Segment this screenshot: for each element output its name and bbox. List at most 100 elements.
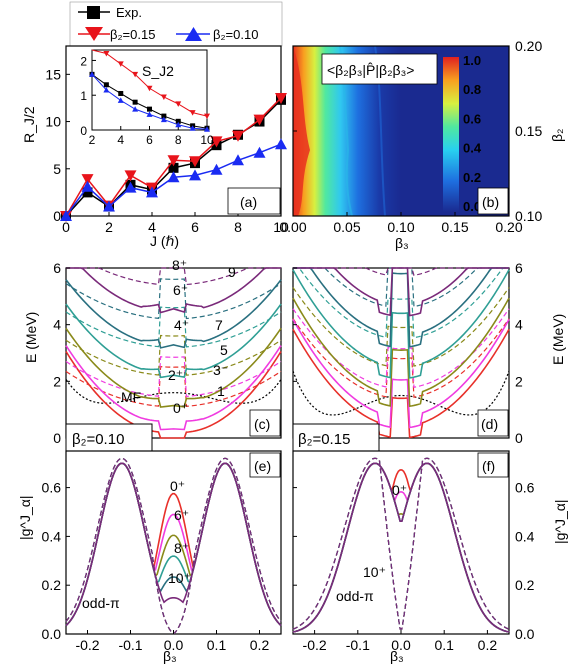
inset-point-b015 (103, 50, 110, 57)
energy-curve-odd-6 (65, 306, 282, 348)
panel-c: 0 2 4 6 E (MeV) 0⁺ 2⁺ 4⁺ 6⁺ 8⁺ 1 3⁻ 5 7 9 MF (c) β₂=0… (23, 257, 282, 452)
energy-curve-odd-4 (65, 334, 282, 376)
y-tick-label: 0 (80, 124, 87, 138)
inset-point-b010 (103, 87, 110, 93)
panel-a-tag: (a) (240, 194, 257, 210)
y-tick-label: 1 (80, 89, 87, 103)
legend-marker-b015 (85, 27, 103, 41)
point-b015 (232, 130, 244, 142)
panel-f-xlabel: β₃ (390, 648, 404, 664)
x-tick-label: 0 (62, 219, 70, 235)
panel-c-beta2: β₂=0.10 (72, 431, 124, 448)
inset-point-b015 (132, 71, 139, 78)
x-tick-label: 2 (89, 133, 96, 147)
panel-a-series (60, 92, 287, 222)
y-tick-label: 0.10 (515, 208, 542, 224)
energy-curve-2 (292, 318, 510, 429)
point-b015 (124, 170, 137, 182)
point-b010 (103, 200, 115, 212)
panel-f-curves (292, 457, 510, 633)
energy-curve-odd-8 (65, 278, 282, 320)
colorbar-tick-label: 0.2 (463, 170, 481, 185)
panel-f-axes: -0.2 -0.1 0.0 0.1 0.2 0.0 0.2 0.4 0.6 (293, 480, 535, 653)
panel-e-state-labels: 0⁺ 6⁺ 8⁺ 10⁺ odd-π (82, 478, 191, 611)
point-b010 (275, 138, 287, 150)
point-exp (168, 162, 179, 173)
x-tick-label: 0.0 (164, 637, 184, 653)
inset-point-b010 (175, 121, 182, 128)
x-tick-label: 0.15 (441, 219, 468, 235)
state-label: 8⁺ (174, 540, 189, 556)
panel-e-ylabel: |g^J_α| (17, 495, 33, 540)
x-tick-label: 0.20 (495, 219, 522, 235)
x-tick-label: 6 (146, 133, 153, 147)
mean-field-curve (292, 370, 510, 416)
energy-curve-odd-6 (293, 267, 509, 339)
inset-point-b015 (189, 110, 196, 116)
x-tick-label: -0.1 (346, 637, 370, 653)
y-tick-label: 5 (53, 161, 61, 177)
y-tick-label: 10 (45, 114, 61, 130)
inset-point-b010 (89, 71, 95, 77)
y-tick-label: 15 (45, 66, 61, 82)
state-label: 0⁺ (392, 482, 407, 498)
energy-curve-8 (65, 279, 282, 349)
panel-b-xlabel: β₃ (395, 235, 409, 251)
legend-exp: Exp. (116, 5, 142, 20)
panel-a-inset-series (89, 49, 210, 132)
y-tick-label: 0.2 (42, 577, 62, 593)
energy-curve-4 (292, 297, 510, 408)
point-b015 (275, 92, 287, 104)
energy-curve-0 (65, 350, 282, 439)
legend-b010: β₂=0.10 (213, 27, 258, 42)
state-label: 6⁺ (174, 507, 189, 523)
y-tick-label: 0 (515, 430, 523, 446)
inset-point-b015 (117, 61, 124, 67)
y-tick-label: 0.2 (515, 577, 535, 593)
y-tick-label: 4 (515, 317, 523, 333)
panel-f-tag: (f) (482, 458, 495, 474)
state-label: 0⁺ (173, 400, 188, 416)
state-label: 3⁻ (213, 362, 228, 378)
energy-curve-odd-4 (292, 287, 510, 367)
panel-c-tag: (c) (254, 416, 270, 432)
x-tick-label: 8 (175, 133, 182, 147)
x-tick-label: 0.2 (250, 637, 270, 653)
x-tick-label: 0.05 (333, 219, 360, 235)
colorbar-tick-label: 0.6 (463, 111, 481, 126)
y-tick-label: 0.4 (515, 528, 535, 544)
x-tick-label: -0.1 (118, 637, 142, 653)
y-tick-label: 0.20 (515, 38, 542, 54)
x-tick-label: 4 (148, 219, 156, 235)
energy-curve-6 (292, 269, 510, 379)
energy-curve-odd-0 (292, 318, 510, 398)
legend-b015: β₂=0.15 (110, 27, 155, 42)
x-tick-label: 10 (273, 219, 289, 235)
amplitude-curve-10 (292, 462, 510, 633)
x-tick-label: 8 (234, 219, 242, 235)
state-label: 2⁺ (168, 367, 183, 383)
inset-point-exp (147, 106, 152, 112)
point-b010 (189, 169, 201, 181)
panel-c-curves (65, 267, 282, 439)
point-b015 (167, 155, 180, 167)
panel-d: 0 2 4 6 E (MeV) (d) β₂=0.15 (292, 260, 566, 452)
panel-a-xlabel: J (ℏ) (150, 233, 179, 249)
inset-point-b010 (132, 106, 139, 112)
panel-f: -0.2 -0.1 0.0 0.1 0.2 0.0 0.2 0.4 0.6 |g^J_α| β₃… (292, 450, 568, 664)
state-label: 7 (215, 317, 223, 333)
panel-e-tag: (e) (254, 458, 271, 474)
panel-d-beta2: β₂=0.15 (298, 431, 350, 448)
y-tick-label: 0.15 (515, 123, 542, 139)
legend-marker-b010 (185, 27, 202, 41)
inset-point-exp (161, 113, 167, 119)
y-tick-label: 0.6 (515, 480, 535, 496)
x-tick-label: 10 (200, 133, 214, 147)
energy-curve-odd-10 (66, 267, 281, 286)
point-b010 (232, 154, 244, 166)
inset-point-exp (118, 90, 124, 96)
x-tick-label: 0.00 (279, 219, 306, 235)
energy-curve-odd-2 (65, 356, 282, 398)
panel-c-ylabel: E (MeV) (23, 312, 39, 363)
